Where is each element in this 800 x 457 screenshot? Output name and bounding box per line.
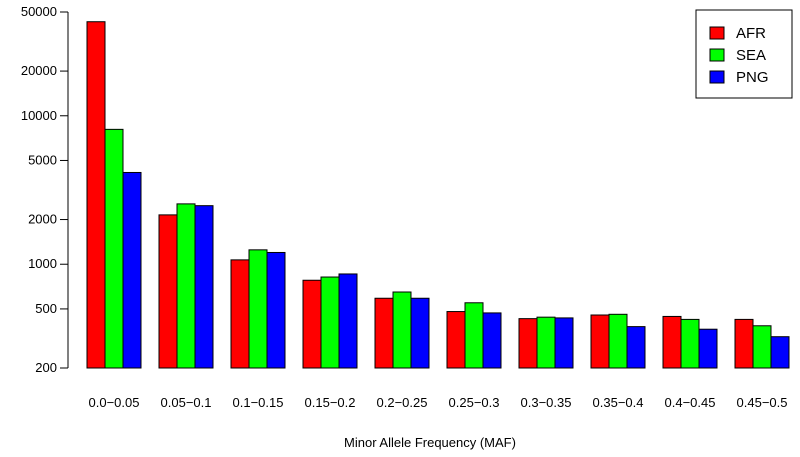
x-tick-label: 0.0−0.05 (89, 395, 140, 410)
bar-sea (104, 128, 124, 369)
y-tick-label: 50000 (21, 4, 57, 19)
bar-sea (320, 276, 340, 369)
bar-png (194, 205, 214, 369)
bars-group (86, 21, 790, 369)
bar-sea (464, 302, 484, 369)
bar-afr (158, 214, 178, 369)
y-tick-label: 200 (35, 360, 57, 375)
legend-label-sea: SEA (736, 47, 766, 64)
x-tick-label: 0.35−0.4 (593, 395, 644, 410)
bar-afr (662, 315, 682, 369)
bar-afr (446, 311, 466, 369)
legend-swatch-sea (709, 48, 725, 62)
x-tick-label: 0.4−0.45 (665, 395, 716, 410)
bar-png (410, 297, 430, 369)
x-tick-label: 0.2−0.25 (377, 395, 428, 410)
x-tick-label: 0.15−0.2 (305, 395, 356, 410)
y-axis: 200 500 1000 2000 5000 10000 20000 50000 (21, 4, 69, 375)
bar-sea (680, 318, 700, 369)
y-tick-label: 10000 (21, 108, 57, 123)
y-tick-label: 20000 (21, 63, 57, 78)
x-axis-labels: 0.0−0.05 0.05−0.1 0.1−0.15 0.15−0.2 0.2−0.25… (89, 395, 788, 410)
bar-png (554, 317, 574, 369)
x-tick-label: 0.25−0.3 (449, 395, 500, 410)
bar-png (266, 251, 286, 369)
y-tick-label: 2000 (28, 212, 57, 227)
bar-sea (176, 203, 196, 369)
bar-png (770, 336, 790, 369)
x-tick-label: 0.45−0.5 (737, 395, 788, 410)
bar-afr (302, 279, 322, 369)
bar-png (122, 171, 142, 369)
bar-afr (374, 297, 394, 369)
legend-label-png: PNG (736, 69, 769, 86)
y-tick-label: 5000 (28, 152, 57, 167)
y-tick-label: 1000 (28, 256, 57, 271)
bar-png (338, 273, 358, 369)
x-tick-label: 0.1−0.15 (233, 395, 284, 410)
x-tick-label: 0.05−0.1 (161, 395, 212, 410)
bar-png (626, 326, 646, 369)
bar-afr (734, 318, 754, 369)
bar-sea (608, 313, 628, 369)
bar-afr (590, 314, 610, 369)
bar-png (698, 328, 718, 369)
legend-swatch-png (709, 70, 725, 84)
bar-png (482, 312, 502, 369)
bar-sea (392, 291, 412, 369)
legend-label-afr: AFR (736, 25, 766, 42)
bar-sea (536, 316, 556, 369)
bar-sea (752, 325, 772, 369)
x-axis-title: Minor Allele Frequency (MAF) (344, 435, 516, 450)
bar-afr (86, 21, 106, 369)
bar-sea (248, 249, 268, 369)
bar-afr (230, 259, 250, 369)
bar-afr (518, 318, 538, 369)
legend-swatch-afr (709, 26, 725, 40)
y-tick-label: 500 (35, 301, 57, 316)
x-tick-label: 0.3−0.35 (521, 395, 572, 410)
legend: AFR SEA PNG (695, 9, 793, 99)
